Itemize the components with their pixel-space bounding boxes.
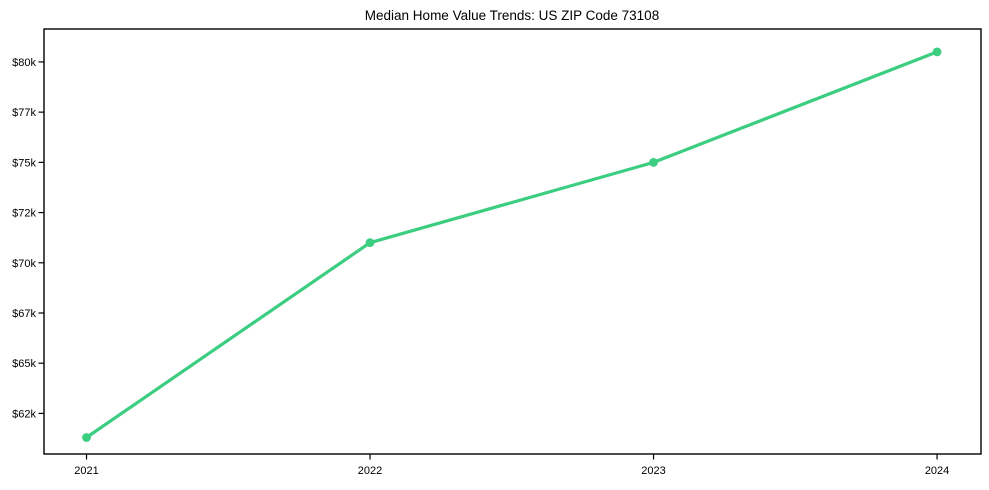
- data-point-marker: [365, 238, 375, 248]
- axes-layer: $62k $65k $67k $70k $72k $75k $77k $80k 2021 2022…: [12, 28, 982, 477]
- y-tick-label: $65k: [12, 358, 36, 370]
- y-tick-label: $67k: [12, 308, 36, 320]
- y-tick-label: $75k: [12, 157, 36, 169]
- plot-border: [43, 28, 982, 455]
- y-tick-label: $72k: [12, 208, 36, 220]
- y-tick-label: $62k: [12, 408, 36, 420]
- data-point-marker: [82, 433, 91, 442]
- data-point-marker: [649, 158, 658, 167]
- x-tick-label: 2021: [74, 465, 98, 477]
- x-tick-label: 2024: [925, 465, 949, 477]
- chart-title: Median Home Value Trends: US ZIP Code 73…: [365, 8, 659, 23]
- data-point-marker: [932, 47, 942, 57]
- y-tick-label: $80k: [12, 57, 36, 69]
- series-layer: [82, 47, 942, 442]
- y-tick-label: $70k: [12, 258, 36, 270]
- x-tick-label: 2023: [641, 465, 665, 477]
- x-tick-label: 2022: [358, 465, 382, 477]
- series-line: [84, 50, 939, 440]
- y-tick-label: $77k: [12, 107, 36, 119]
